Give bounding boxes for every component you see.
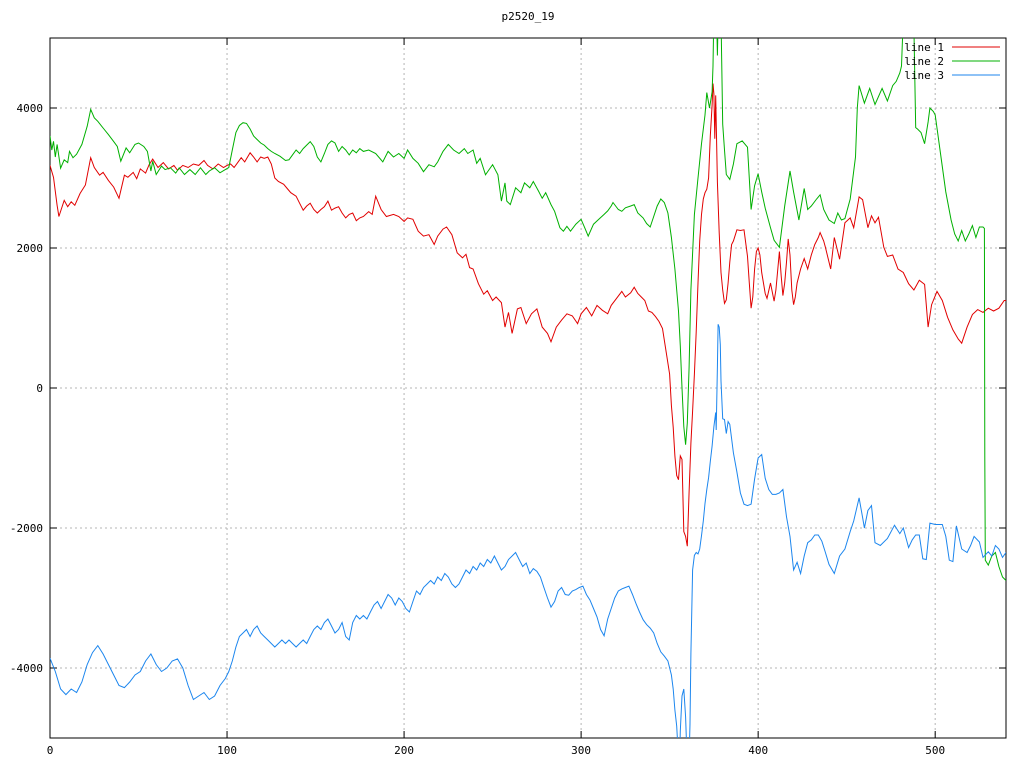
y-axis-tick-label: 2000 [17, 242, 44, 255]
x-axis-tick-label: 200 [394, 744, 414, 757]
legend-label-3: line 3 [904, 69, 944, 82]
x-axis-tick-label: 500 [925, 744, 945, 757]
legend-label-1: line 1 [904, 41, 944, 54]
x-axis-tick-label: 400 [748, 744, 768, 757]
x-axis-tick-label: 0 [47, 744, 54, 757]
series-2-path [50, 38, 1006, 581]
y-axis-tick-label: 4000 [17, 102, 44, 115]
legend-label-2: line 2 [904, 55, 944, 68]
chart-title: p2520_19 [501, 10, 555, 23]
series-3-path [50, 324, 1006, 738]
series-1-path [50, 83, 1006, 547]
x-axis-tick-label: 100 [217, 744, 237, 757]
x-axis-tick-label: 300 [571, 744, 591, 757]
y-axis-tick-label: -2000 [10, 522, 43, 535]
y-axis-tick-label: -4000 [10, 662, 43, 675]
plot-border [49, 37, 1007, 739]
y-axis-tick-label: 0 [36, 382, 43, 395]
series-group [50, 38, 1006, 738]
